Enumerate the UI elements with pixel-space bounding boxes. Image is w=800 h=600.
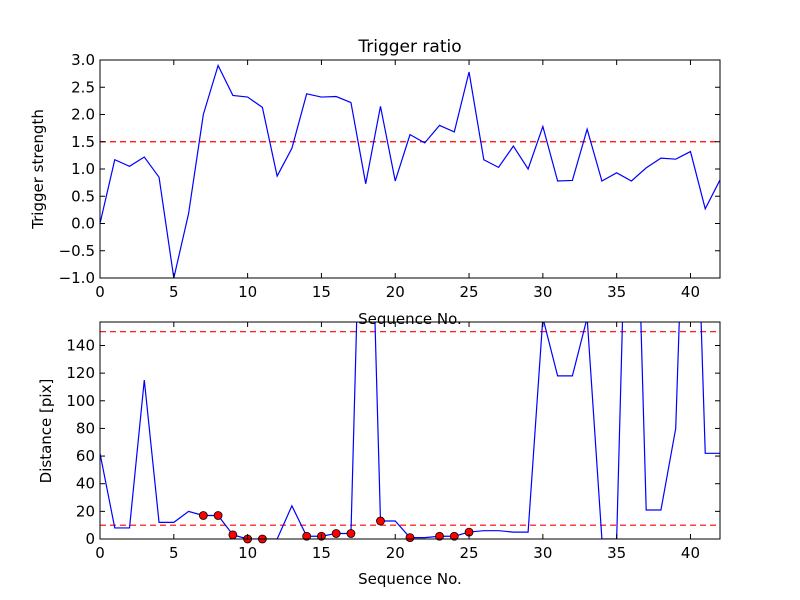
x-tick-label: 5: [169, 544, 179, 562]
y-tick-label: 80: [76, 419, 95, 437]
y-tick-label: 3.0: [71, 51, 95, 69]
plot-area: 0 5 10 15 20 25 30 35 40 0 20 40 60 80 100 120 140: [66, 321, 721, 562]
x-tick-label: 40: [681, 283, 700, 301]
data-point: [228, 530, 238, 540]
data-point: [376, 516, 385, 526]
x-tick-label: 20: [386, 283, 405, 301]
y-tick-label: 20: [76, 502, 95, 520]
distance-chart: 0 5 10 15 20 25 30 35 40 0 20 40 60 80 100 120 140 Seque…: [37, 321, 721, 588]
axes-frame: [99, 321, 721, 540]
x-axis-label: Sequence No.: [358, 310, 462, 328]
x-tick-label: 10: [238, 544, 257, 562]
y-axis-label: Distance [pix]: [37, 379, 55, 484]
trigger-ratio-chart: Trigger ratio 0 5 10 15 20 25 30 35 40 −1.0 −0.5 0.…: [29, 37, 721, 328]
y-tick-label: 0.0: [71, 215, 95, 233]
x-tick-label: 5: [169, 283, 179, 301]
y-tick-label: 120: [66, 364, 95, 382]
x-tick-label: 35: [607, 544, 626, 562]
chart-title: Trigger ratio: [357, 37, 461, 57]
x-tick-label: 25: [460, 283, 479, 301]
x-tick-label: 0: [95, 283, 105, 301]
data-point: [346, 529, 356, 538]
data-point: [435, 531, 444, 541]
y-tick-label: 1.5: [71, 133, 95, 151]
x-tick-label: 0: [95, 544, 105, 562]
y-tick-label: 140: [66, 336, 95, 354]
y-tick-label: −1.0: [59, 269, 95, 287]
x-tick-label: 20: [386, 544, 405, 562]
x-tick-label: 35: [607, 283, 626, 301]
data-point: [449, 531, 459, 541]
y-tick-label: 40: [76, 475, 95, 493]
y-tick-label: 0: [85, 530, 95, 548]
x-tick-label: 25: [460, 544, 479, 562]
y-tick-label: 2.0: [71, 106, 95, 124]
data-point: [405, 533, 415, 543]
plot-area: 0 5 10 15 20 25 30 35 40 −1.0 −0.5 0.0 0.5 1.0 1.5 2.0 2…: [59, 51, 721, 301]
y-tick-label: 1.0: [71, 160, 95, 178]
x-tick-label: 10: [238, 283, 257, 301]
y-tick-label: −0.5: [59, 242, 95, 260]
x-tick-label: 30: [533, 283, 552, 301]
x-axis-label: Sequence No.: [358, 570, 462, 588]
data-point: [213, 511, 223, 520]
y-tick-label: 60: [76, 447, 95, 465]
y-tick-label: 2.5: [71, 78, 95, 96]
x-tick-label: 15: [312, 544, 331, 562]
y-tick-label: 100: [66, 392, 95, 410]
x-tick-label: 40: [681, 544, 700, 562]
data-point: [331, 529, 341, 538]
y-tick-label: 0.5: [71, 187, 95, 205]
y-axis-label: Trigger strength: [29, 109, 47, 230]
x-tick-label: 30: [533, 544, 552, 562]
series-line: [100, 63, 720, 278]
data-point: [198, 511, 208, 520]
x-tick-label: 15: [312, 283, 331, 301]
data-point: [302, 531, 312, 541]
